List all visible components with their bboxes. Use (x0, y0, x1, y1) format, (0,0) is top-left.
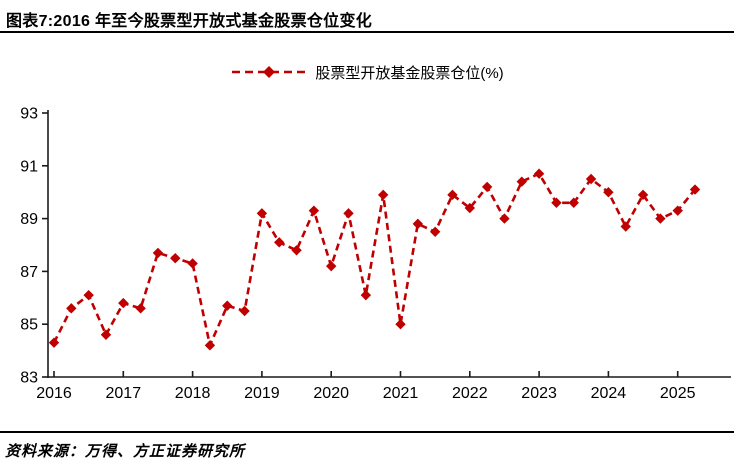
data-point-marker (533, 168, 545, 179)
data-point-marker (689, 184, 701, 195)
data-point-marker (170, 253, 181, 264)
data-point-marker (326, 260, 337, 272)
data-point-marker (620, 221, 631, 232)
data-point-marker (395, 319, 406, 330)
data-point-marker (516, 176, 527, 187)
data-point-marker (343, 208, 354, 219)
data-point-marker (481, 181, 493, 193)
data-point-marker (377, 189, 389, 201)
y-axis-tick-label: 87 (20, 264, 38, 281)
data-point-marker (83, 289, 94, 301)
y-axis-tick-label: 85 (20, 317, 38, 334)
x-axis-tick-label: 2020 (313, 385, 349, 402)
x-axis-tick-label: 2019 (244, 385, 280, 402)
data-point-marker (274, 237, 285, 248)
x-axis-tick-label: 2023 (521, 385, 557, 402)
chart-legend: 股票型开放基金股票仓位(%) (0, 61, 734, 83)
y-axis-tick-label: 89 (20, 211, 38, 228)
x-axis-tick-label: 2025 (660, 385, 696, 402)
data-point-marker (447, 189, 458, 201)
y-axis-tick-label: 91 (20, 158, 38, 175)
data-point-marker (412, 218, 424, 230)
data-point-marker (464, 202, 475, 214)
data-point-marker (118, 297, 129, 309)
y-axis-tick-label: 83 (20, 370, 38, 387)
data-point-marker (239, 305, 250, 317)
x-axis-tick-label: 2016 (36, 385, 72, 402)
footer-divider (0, 431, 734, 433)
data-point-marker (499, 213, 510, 224)
data-point-marker (672, 205, 683, 216)
x-axis-tick-label: 2018 (175, 385, 211, 402)
data-point-marker (222, 300, 233, 311)
data-point-marker (655, 213, 666, 224)
data-point-marker (603, 187, 614, 198)
data-point-marker (256, 208, 268, 219)
data-point-marker (429, 226, 441, 237)
title-divider (0, 31, 734, 33)
x-axis-tick-label: 2024 (591, 385, 627, 402)
data-point-marker (568, 197, 579, 208)
data-point-marker (551, 197, 562, 208)
data-point-marker (291, 245, 302, 256)
data-point-marker (100, 329, 112, 340)
page-title: 图表7:2016 年至今股票型开放式基金股票仓位变化 (6, 13, 373, 30)
legend-label: 股票型开放基金股票仓位(%) (315, 64, 504, 82)
data-point-marker (152, 247, 164, 259)
data-point-marker (135, 303, 146, 314)
y-axis-tick-label: 93 (20, 106, 38, 123)
data-point-marker (66, 303, 77, 314)
data-point-marker (360, 289, 372, 301)
series-line (52, 172, 697, 350)
x-axis-tick-label: 2021 (383, 385, 419, 402)
data-point-marker (308, 205, 320, 216)
data-point-marker (187, 258, 198, 269)
data-point-marker (204, 340, 216, 351)
x-axis-tick-label: 2022 (452, 385, 488, 402)
x-axis-tick-label: 2017 (106, 385, 142, 402)
data-point-marker (585, 173, 597, 185)
data-point-marker (637, 189, 649, 201)
data-point-marker (48, 337, 60, 348)
source-note: 资料来源：万得、方正证券研究所 (5, 444, 246, 460)
legend-dashed-diamond-icon (232, 66, 307, 78)
